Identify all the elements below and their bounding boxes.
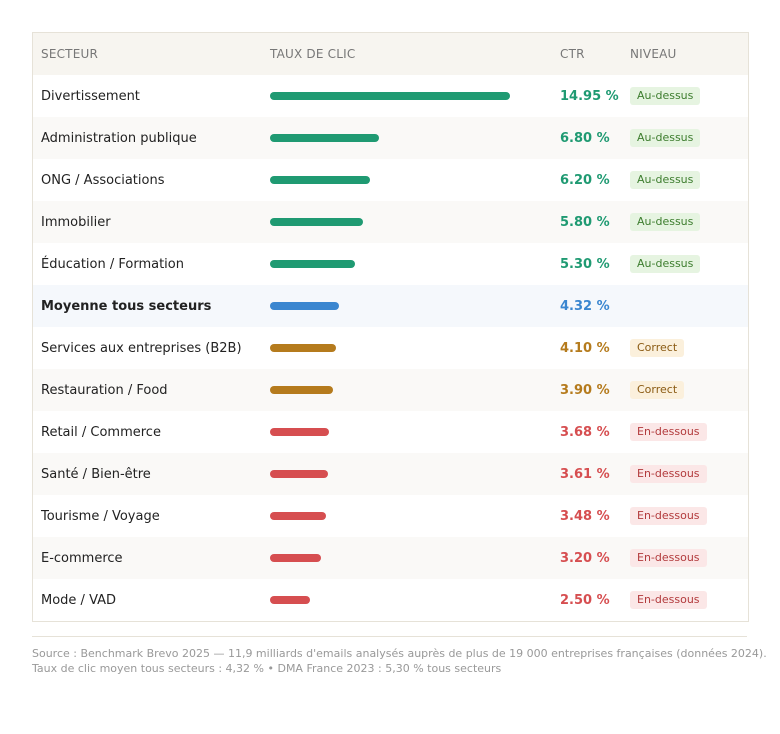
- level-badge: En-dessous: [630, 423, 707, 441]
- sector-name: Mode / VAD: [41, 593, 117, 608]
- ctr-bar: [270, 596, 310, 604]
- sector-name: Retail / Commerce: [41, 425, 161, 440]
- header-level: NIVEAU: [630, 47, 677, 61]
- sector-name: Administration publique: [41, 131, 197, 146]
- table-row: Tourisme / Voyage 3.48 % En-dessous: [33, 495, 748, 537]
- sector-name: Tourisme / Voyage: [41, 509, 160, 524]
- ctr-value: 4.10 %: [560, 341, 610, 356]
- ctr-value: 5.80 %: [560, 215, 610, 230]
- table-row: Services aux entreprises (B2B) 4.10 % Corr…: [33, 327, 748, 369]
- ctr-bar: [270, 260, 355, 268]
- sector-name: Santé / Bien-être: [41, 467, 151, 482]
- ctr-bar: [270, 176, 370, 184]
- ctr-value: 6.20 %: [560, 173, 610, 188]
- level-badge: Correct: [630, 339, 685, 357]
- ctr-bar: [270, 218, 363, 226]
- ctr-value: 3.61 %: [560, 467, 610, 482]
- ctr-value: 14.95 %: [560, 89, 619, 104]
- ctr-value: 3.68 %: [560, 425, 610, 440]
- ctr-bar: [270, 92, 510, 100]
- level-badge: En-dessous: [630, 591, 707, 609]
- source-footer: Source : Benchmark Brevo 2025 — 11,9 mil…: [32, 636, 767, 676]
- table-header: SECTEUR TAUX DE CLIC CTR NIVEAU: [33, 33, 748, 75]
- table-row: Restauration / Food 3.90 % Correct: [33, 369, 748, 411]
- sector-name: ONG / Associations: [41, 173, 165, 188]
- table-body: Divertissement 14.95 % Au-dessus Administra…: [33, 75, 748, 621]
- header-rate: TAUX DE CLIC: [270, 47, 356, 61]
- level-badge: Au-dessus: [630, 171, 701, 189]
- level-badge: Correct: [630, 381, 685, 399]
- ctr-value: 3.90 %: [560, 383, 610, 398]
- ctr-value: 5.30 %: [560, 257, 610, 272]
- footer-source: Source : Benchmark Brevo 2025 — 11,9 mil…: [32, 647, 767, 660]
- ctr-bar: [270, 512, 326, 520]
- table-row: Mode / VAD 2.50 % En-dessous: [33, 579, 748, 621]
- table-row: Administration publique 6.80 % Au-dessus: [33, 117, 748, 159]
- ctr-bar: [270, 302, 339, 310]
- table-row: Santé / Bien-être 3.61 % En-dessous: [33, 453, 748, 495]
- level-badge: Au-dessus: [630, 129, 701, 147]
- sector-name: E-commerce: [41, 551, 123, 566]
- table-row: ONG / Associations 6.20 % Au-dessus: [33, 159, 748, 201]
- table-row: Retail / Commerce 3.68 % En-dessous: [33, 411, 748, 453]
- level-badge: Au-dessus: [630, 255, 701, 273]
- sector-name: Divertissement: [41, 89, 140, 104]
- ctr-value: 3.48 %: [560, 509, 610, 524]
- ctr-bar: [270, 428, 329, 436]
- level-badge: En-dessous: [630, 465, 707, 483]
- ctr-bar: [270, 470, 328, 478]
- level-badge: En-dessous: [630, 507, 707, 525]
- ctr-value: 2.50 %: [560, 593, 610, 608]
- footer-average: Taux de clic moyen tous secteurs : 4,32 …: [32, 662, 502, 675]
- ctr-value: 6.80 %: [560, 131, 610, 146]
- ctr-bar: [270, 386, 333, 394]
- sector-name: Moyenne tous secteurs: [41, 299, 212, 314]
- level-badge: Au-dessus: [630, 87, 701, 105]
- table-row: E-commerce 3.20 % En-dessous: [33, 537, 748, 579]
- ctr-bar: [270, 344, 336, 352]
- sector-name: Immobilier: [41, 215, 111, 230]
- sector-name: Restauration / Food: [41, 383, 168, 398]
- ctr-value: 4.32 %: [560, 299, 610, 314]
- header-sector: SECTEUR: [41, 47, 99, 61]
- ctr-bar: [270, 134, 379, 142]
- ctr-bar: [270, 554, 321, 562]
- table-row: Immobilier 5.80 % Au-dessus: [33, 201, 748, 243]
- table-row: Éducation / Formation 5.30 % Au-dessus: [33, 243, 748, 285]
- sector-name: Éducation / Formation: [41, 257, 184, 272]
- ctr-value: 3.20 %: [560, 551, 610, 566]
- table-row: Moyenne tous secteurs 4.32 %: [33, 285, 748, 327]
- level-badge: Au-dessus: [630, 213, 701, 231]
- level-badge: En-dessous: [630, 549, 707, 567]
- sector-name: Services aux entreprises (B2B): [41, 341, 242, 356]
- ctr-table: SECTEUR TAUX DE CLIC CTR NIVEAU Divertis…: [32, 32, 749, 622]
- header-ctr: CTR: [560, 47, 585, 61]
- table-row: Divertissement 14.95 % Au-dessus: [33, 75, 748, 117]
